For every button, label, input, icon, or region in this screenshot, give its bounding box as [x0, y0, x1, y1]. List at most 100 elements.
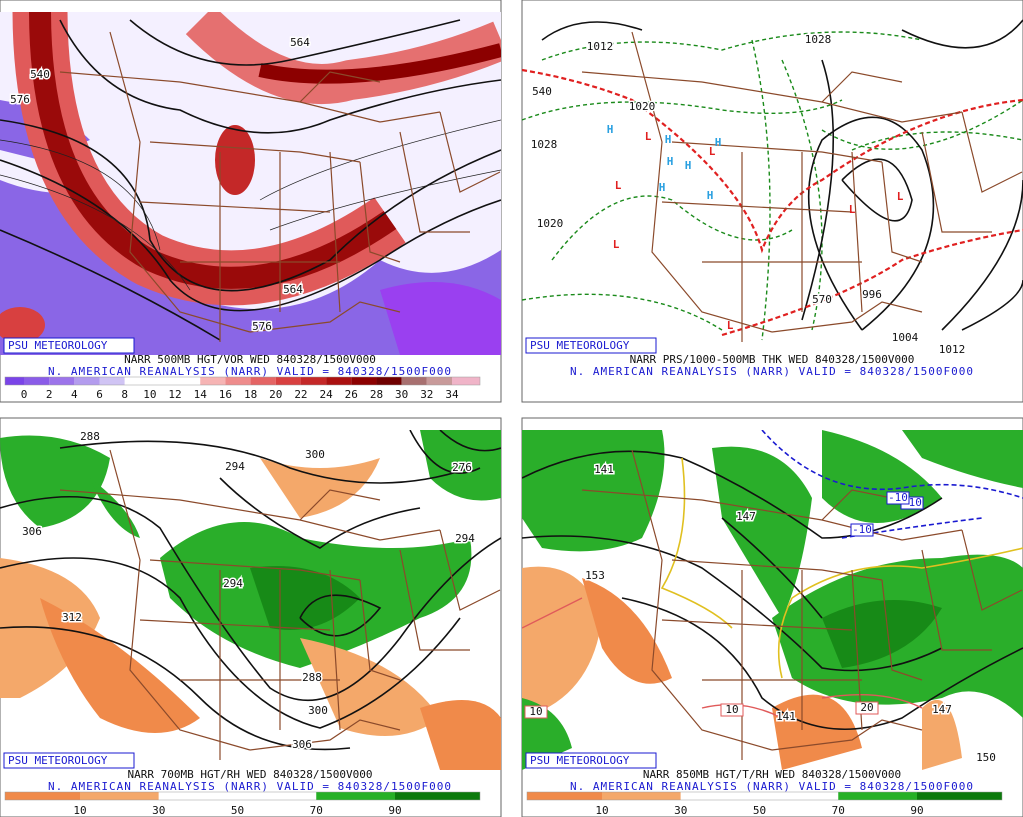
- label-box: [720, 703, 744, 717]
- map: [0, 430, 501, 770]
- contour-label: 288: [80, 430, 100, 443]
- pressure-center: L: [709, 145, 716, 158]
- contour-label: 1020: [629, 100, 656, 113]
- colorbar-segment: [74, 377, 100, 385]
- map-title: NARR PRS/1000-500MB THK WED 840328/1500V…: [630, 353, 915, 366]
- pressure-center: H: [667, 155, 674, 168]
- pressure-center: L: [849, 203, 856, 216]
- contour-label: 540: [30, 68, 50, 81]
- colorbar-segment: [838, 792, 917, 800]
- label-box: [850, 523, 874, 537]
- contour-label: 276: [452, 461, 472, 474]
- colorbar-segment: [527, 792, 602, 800]
- colorbar-segment: [200, 377, 226, 385]
- contour-label: 147: [932, 703, 952, 716]
- watermark: PSU METEOROLOGY: [530, 339, 630, 352]
- watermark-box: [3, 337, 135, 354]
- colorbar-segment: [401, 377, 427, 385]
- contour-label: 141: [776, 710, 796, 723]
- colorbar-segment: [158, 792, 238, 800]
- colorbar-frame: [4, 791, 481, 801]
- colorbar-label: 10: [143, 388, 156, 401]
- contour-label: -10: [852, 523, 872, 536]
- colorbar-segment: [24, 377, 50, 385]
- colorbar-label: 30: [152, 804, 165, 817]
- pressure-center: L: [615, 179, 622, 192]
- colorbar-segment: [225, 377, 251, 385]
- contour-label: 294: [225, 460, 245, 473]
- map-title: NARR 700MB HGT/RH WED 840328/1500V000: [127, 768, 372, 781]
- colorbar-label: 90: [910, 804, 923, 817]
- watermark-box: [525, 337, 657, 354]
- contour-label: 150: [976, 751, 996, 764]
- watermark: PSU METEOROLOGY: [8, 754, 108, 767]
- colorbar-frame: [526, 791, 1003, 801]
- colorbar-segment: [175, 377, 201, 385]
- colorbar-label: 32: [420, 388, 433, 401]
- contour-label: 540: [532, 85, 552, 98]
- label-box: [524, 705, 548, 719]
- colorbar-label: 2: [46, 388, 53, 401]
- label-box: [886, 491, 910, 505]
- pressure-center: H: [659, 181, 666, 194]
- colorbar-label: 18: [244, 388, 257, 401]
- colorbar-segment: [149, 377, 176, 385]
- contour-label: 20: [860, 701, 873, 714]
- watermark-box: [525, 752, 657, 769]
- colorbar-segment: [49, 377, 75, 385]
- colorbar-label: 6: [96, 388, 103, 401]
- colorbar-label: 14: [194, 388, 208, 401]
- contour-label: 576: [252, 320, 272, 333]
- colorbar-segment: [316, 792, 395, 800]
- panel: 564 540 564 576 576 PSU METEOROLOGY NARR 500MB…: [0, 0, 502, 403]
- colorbar-segment: [237, 792, 317, 800]
- contour-label: 1028: [805, 33, 832, 46]
- pressure-center: H: [707, 189, 714, 202]
- contour-label: 1020: [537, 217, 564, 230]
- map: [522, 19, 1023, 342]
- colorbar-frame: [4, 376, 481, 386]
- colorbar-label: 70: [310, 804, 323, 817]
- contour-label: 576: [10, 93, 30, 106]
- colorbar-label: 16: [219, 388, 232, 401]
- contour-label: 564: [290, 36, 310, 49]
- panel-frame: [521, 0, 1023, 403]
- colorbar-label: 8: [121, 388, 128, 401]
- contour-label: 312: [62, 611, 82, 624]
- colorbar-label: 34: [445, 388, 459, 401]
- map-title: NARR 500MB HGT/VOR WED 840328/1500V000: [124, 353, 376, 366]
- colorbar-label: 22: [294, 388, 307, 401]
- map-subtitle: N. AMERICAN REANALYSIS (NARR) VALID = 84…: [48, 365, 452, 378]
- colorbar-segment: [124, 377, 150, 385]
- colorbar-segment: [680, 792, 760, 800]
- colorbar-label: 24: [319, 388, 333, 401]
- contour-label: 147: [736, 510, 756, 523]
- colorbar-label: 90: [388, 804, 401, 817]
- colorbar-label: 28: [370, 388, 383, 401]
- colorbar-label: 10: [73, 804, 86, 817]
- pressure-center: L: [645, 130, 652, 143]
- contour-label: 300: [305, 448, 325, 461]
- watermark-box: [3, 752, 135, 769]
- panel: 288 300 294 306 312 294 288 300 306 294 276 PSU MET…: [0, 417, 502, 817]
- map-subtitle: N. AMERICAN REANALYSIS (NARR) VALID = 84…: [570, 365, 974, 378]
- colorbar-segment: [300, 377, 327, 385]
- colorbar-segment: [326, 377, 352, 385]
- contour-label: 10: [529, 705, 542, 718]
- contour-label: 306: [292, 738, 312, 751]
- colorbar-label: 30: [674, 804, 687, 817]
- label-box: [855, 701, 879, 715]
- pressure-center: H: [685, 159, 692, 172]
- contour-label: 294: [455, 532, 475, 545]
- pressure-center: H: [715, 136, 722, 149]
- colorbar-segment: [759, 792, 839, 800]
- colorbar-segment: [5, 792, 80, 800]
- pressure-center: H: [607, 123, 614, 136]
- colorbar-label: 10: [595, 804, 608, 817]
- colorbar-label: 70: [832, 804, 845, 817]
- map-subtitle: N. AMERICAN REANALYSIS (NARR) VALID = 84…: [48, 780, 452, 793]
- contour-label: 564: [283, 283, 303, 296]
- pressure-center: H: [665, 133, 672, 146]
- contour-label: 288: [302, 671, 322, 684]
